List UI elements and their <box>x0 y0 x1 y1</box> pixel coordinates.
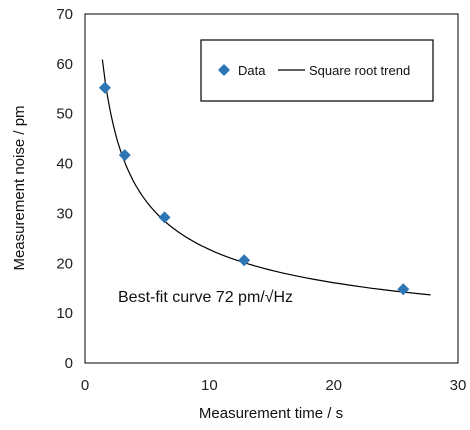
data-point <box>397 283 410 296</box>
data-points <box>98 81 410 296</box>
legend-diamond-icon <box>218 64 230 76</box>
y-tick-label: 0 <box>65 355 73 372</box>
x-tick-label: 30 <box>450 377 467 394</box>
legend-box <box>200 39 434 102</box>
y-tick-label: 20 <box>56 255 73 272</box>
data-point <box>118 149 131 162</box>
y-tick-label: 10 <box>56 305 73 322</box>
y-axis-title: Measurement noise / pm <box>11 105 28 270</box>
data-point <box>238 254 251 267</box>
y-tick-label: 70 <box>56 6 73 23</box>
x-axis-ticks: 0 10 20 30 <box>81 377 467 394</box>
best-fit-annotation: Best-fit curve 72 pm/√Hz <box>118 289 293 306</box>
x-tick-label: 0 <box>81 377 89 394</box>
legend-label-data: Data <box>238 63 266 78</box>
y-tick-label: 50 <box>56 106 73 123</box>
x-axis-title: Measurement time / s <box>199 405 343 422</box>
data-point <box>158 211 171 224</box>
y-tick-label: 60 <box>56 56 73 73</box>
y-tick-label: 30 <box>56 205 73 222</box>
legend: Data Square root trend <box>200 39 434 102</box>
legend-label-trend: Square root trend <box>309 63 410 78</box>
data-point <box>98 81 111 94</box>
x-tick-label: 10 <box>201 377 218 394</box>
y-axis-ticks: 0 10 20 30 40 50 60 70 <box>56 6 73 372</box>
y-tick-label: 40 <box>56 156 73 173</box>
x-tick-label: 20 <box>325 377 342 394</box>
